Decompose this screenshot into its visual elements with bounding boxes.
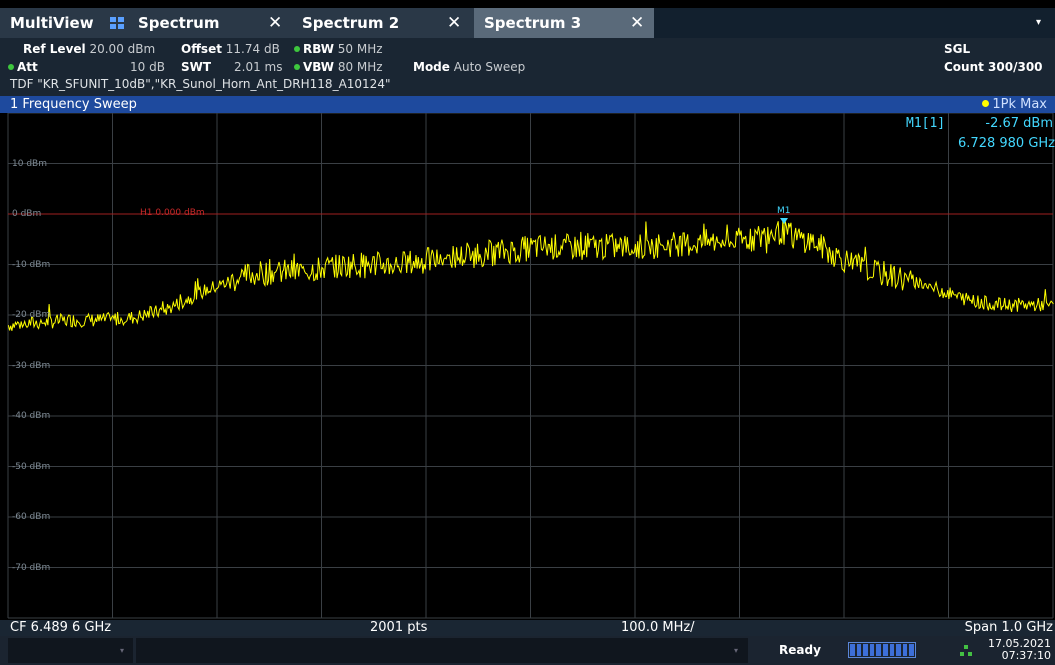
offset-value[interactable]: 11.74 dB — [225, 42, 280, 56]
close-tab-spectrum-2-icon[interactable]: ✕ — [447, 13, 462, 33]
y-tick-label: -60 dBm — [12, 512, 51, 522]
y-tick-label: -20 dBm — [12, 310, 51, 320]
tab-spectrum-label: Spectrum — [138, 14, 220, 32]
marker-name: M1[1] — [906, 116, 946, 131]
tab-spectrum[interactable]: Spectrum ✕ — [128, 8, 292, 38]
spectrum-plot[interactable]: 10 dBm 0 dBm -10 dBm -20 dBm -30 dBm -40… — [0, 113, 1055, 620]
sgl-indicator: SGL — [944, 42, 971, 56]
sweep-points[interactable]: 2001 pts — [370, 620, 428, 635]
status-dropdown-icon: ▾ — [120, 646, 125, 655]
marker-m1-triangle-icon[interactable] — [780, 218, 788, 224]
frequency-sweep-bar[interactable]: 1 Frequency Sweep 1Pk Max — [0, 96, 1055, 113]
trace-legend-label: 1Pk Max — [992, 97, 1047, 112]
vbw-coupled-dot-icon — [294, 64, 300, 70]
tab-spectrum-2-label: Spectrum 2 — [302, 14, 400, 32]
ref-level-label: Ref Level — [23, 42, 86, 56]
center-frequency[interactable]: CF 6.489 6 GHz — [10, 620, 112, 635]
tab-bar: MultiView Spectrum ✕ Spectrum 2 ✕ Spectr… — [0, 8, 1055, 38]
offset-label: Offset — [181, 42, 222, 56]
tdf-line: TDF "KR_SFUNIT_10dB","KR_Sunol_Horn_Ant_… — [10, 77, 391, 91]
y-tick-label: 0 dBm — [12, 209, 42, 219]
status-message-field[interactable]: ▾ — [136, 638, 748, 663]
y-tick-label: -50 dBm — [12, 462, 51, 472]
ref-level-value[interactable]: 20.00 dBm — [89, 42, 156, 56]
settings-panel: Ref Level 20.00 dBm Offset 11.74 dB RBW … — [0, 38, 1055, 96]
y-tick-label: -70 dBm — [12, 563, 51, 573]
y-tick-label: -30 dBm — [12, 361, 51, 371]
y-tick-label: -40 dBm — [12, 411, 51, 421]
network-icon — [960, 645, 972, 656]
date-value: 17.05.2021 — [988, 637, 1051, 650]
tab-spectrum-3[interactable]: Spectrum 3 ✕ — [474, 8, 654, 38]
rbw-value[interactable]: 50 MHz — [337, 42, 383, 56]
sweep-count: Count 300/300 — [944, 60, 1043, 74]
marker-level: -2.67 dBm — [985, 116, 1053, 131]
span-value[interactable]: Span 1.0 GHz — [964, 620, 1053, 635]
status-input-left[interactable]: ▾ — [8, 638, 133, 663]
marker-m1-label: M1 — [777, 206, 791, 216]
tab-multiview-label: MultiView — [10, 14, 94, 32]
time-value: 07:37:10 — [1001, 649, 1051, 662]
tab-spectrum-3-label: Spectrum 3 — [484, 14, 582, 32]
spectrum-plot-svg — [7, 113, 1054, 619]
trace-legend[interactable]: 1Pk Max — [982, 96, 1047, 113]
date-time: 17.05.2021 07:37:10 — [988, 638, 1051, 662]
vbw-value[interactable]: 80 MHz — [337, 60, 383, 74]
y-tick-label: -10 dBm — [12, 260, 51, 270]
tab-dropdown-icon[interactable]: ▾ — [1035, 17, 1041, 28]
ready-status: Ready — [779, 643, 821, 657]
marker-frequency: 6.728 980 GHz — [958, 136, 1055, 151]
sweep-title: 1 Frequency Sweep — [10, 97, 137, 112]
freq-per-div: 100.0 MHz/ — [621, 620, 695, 635]
mode-label: Mode — [413, 60, 450, 74]
trace-color-dot-icon — [982, 100, 990, 107]
tab-multiview[interactable]: MultiView — [0, 8, 128, 38]
trace-1pk-max — [7, 219, 1054, 331]
y-tick-label: 10 dBm — [12, 159, 47, 169]
mode-value[interactable]: Auto Sweep — [453, 60, 526, 74]
status-bar: ▾ ▾ Ready 17.05.2021 07:37:10 — [0, 636, 1055, 665]
swt-label: SWT — [181, 60, 212, 74]
swt-value[interactable]: 2.01 ms — [234, 60, 283, 74]
att-value[interactable]: 10 dB — [130, 60, 165, 74]
rbw-label: RBW — [303, 42, 334, 56]
close-tab-spectrum-3-icon[interactable]: ✕ — [630, 13, 645, 33]
h1-line-label: H1 0.000 dBm — [140, 208, 205, 218]
close-tab-spectrum-icon[interactable]: ✕ — [268, 13, 283, 33]
rbw-coupled-dot-icon — [294, 46, 300, 52]
sweep-progress-bar — [848, 642, 916, 658]
att-label: Att — [17, 60, 38, 74]
multiview-grid-icon — [110, 17, 124, 29]
vbw-label: VBW — [303, 60, 335, 74]
tab-spectrum-2[interactable]: Spectrum 2 ✕ — [292, 8, 474, 38]
att-coupled-dot-icon — [8, 64, 14, 70]
plot-footer: CF 6.489 6 GHz 2001 pts 100.0 MHz/ Span … — [0, 620, 1055, 636]
status-dropdown-icon: ▾ — [734, 646, 739, 655]
